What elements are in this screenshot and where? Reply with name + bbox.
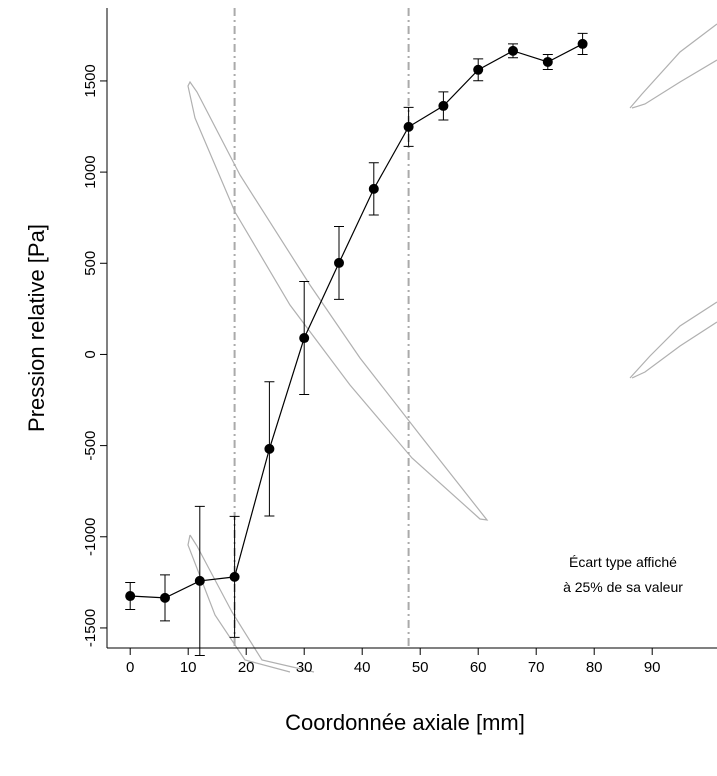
x-tick-label: 0 bbox=[126, 659, 134, 676]
y-tick-label: -1000 bbox=[82, 518, 99, 556]
data-point bbox=[264, 443, 275, 454]
y-tick-label: 0 bbox=[82, 350, 99, 358]
data-point bbox=[473, 64, 484, 75]
data-point bbox=[403, 121, 414, 132]
annotation: à 25% de sa valeur bbox=[563, 579, 683, 595]
data-point bbox=[438, 100, 449, 111]
x-tick-label: 90 bbox=[644, 659, 661, 676]
data-point bbox=[229, 571, 240, 582]
data-point bbox=[160, 592, 170, 603]
x-tick-label: 50 bbox=[412, 659, 429, 676]
blade-outlines bbox=[187, 23, 717, 673]
x-tick-label: 80 bbox=[586, 659, 603, 676]
x-tick-label: 70 bbox=[528, 659, 545, 676]
data-point bbox=[368, 183, 379, 194]
x-tick-label: 20 bbox=[238, 659, 255, 676]
data-point bbox=[577, 38, 588, 49]
x-tick-label: 40 bbox=[354, 659, 371, 676]
data-point bbox=[542, 56, 553, 67]
y-tick-label: -1500 bbox=[82, 609, 99, 647]
y-tick-label: -500 bbox=[82, 431, 99, 461]
annotation: Écart type affiché bbox=[569, 554, 677, 570]
y-tick-label: 500 bbox=[82, 251, 99, 276]
y-tick-label: 1000 bbox=[82, 155, 99, 188]
x-tick-label: 60 bbox=[470, 659, 487, 676]
data-point bbox=[334, 257, 344, 268]
x-tick-label: 30 bbox=[296, 659, 313, 676]
data-point bbox=[299, 333, 310, 344]
y-axis-title: Pression relative [Pa] bbox=[24, 224, 49, 432]
data-point bbox=[125, 591, 136, 602]
x-axis-title: Coordonnée axiale [mm] bbox=[285, 710, 525, 735]
data-point bbox=[194, 575, 205, 586]
y-tick-label: 1500 bbox=[82, 64, 99, 97]
x-tick-label: 10 bbox=[180, 659, 197, 676]
data-line bbox=[130, 43, 583, 599]
data-point bbox=[508, 45, 518, 56]
